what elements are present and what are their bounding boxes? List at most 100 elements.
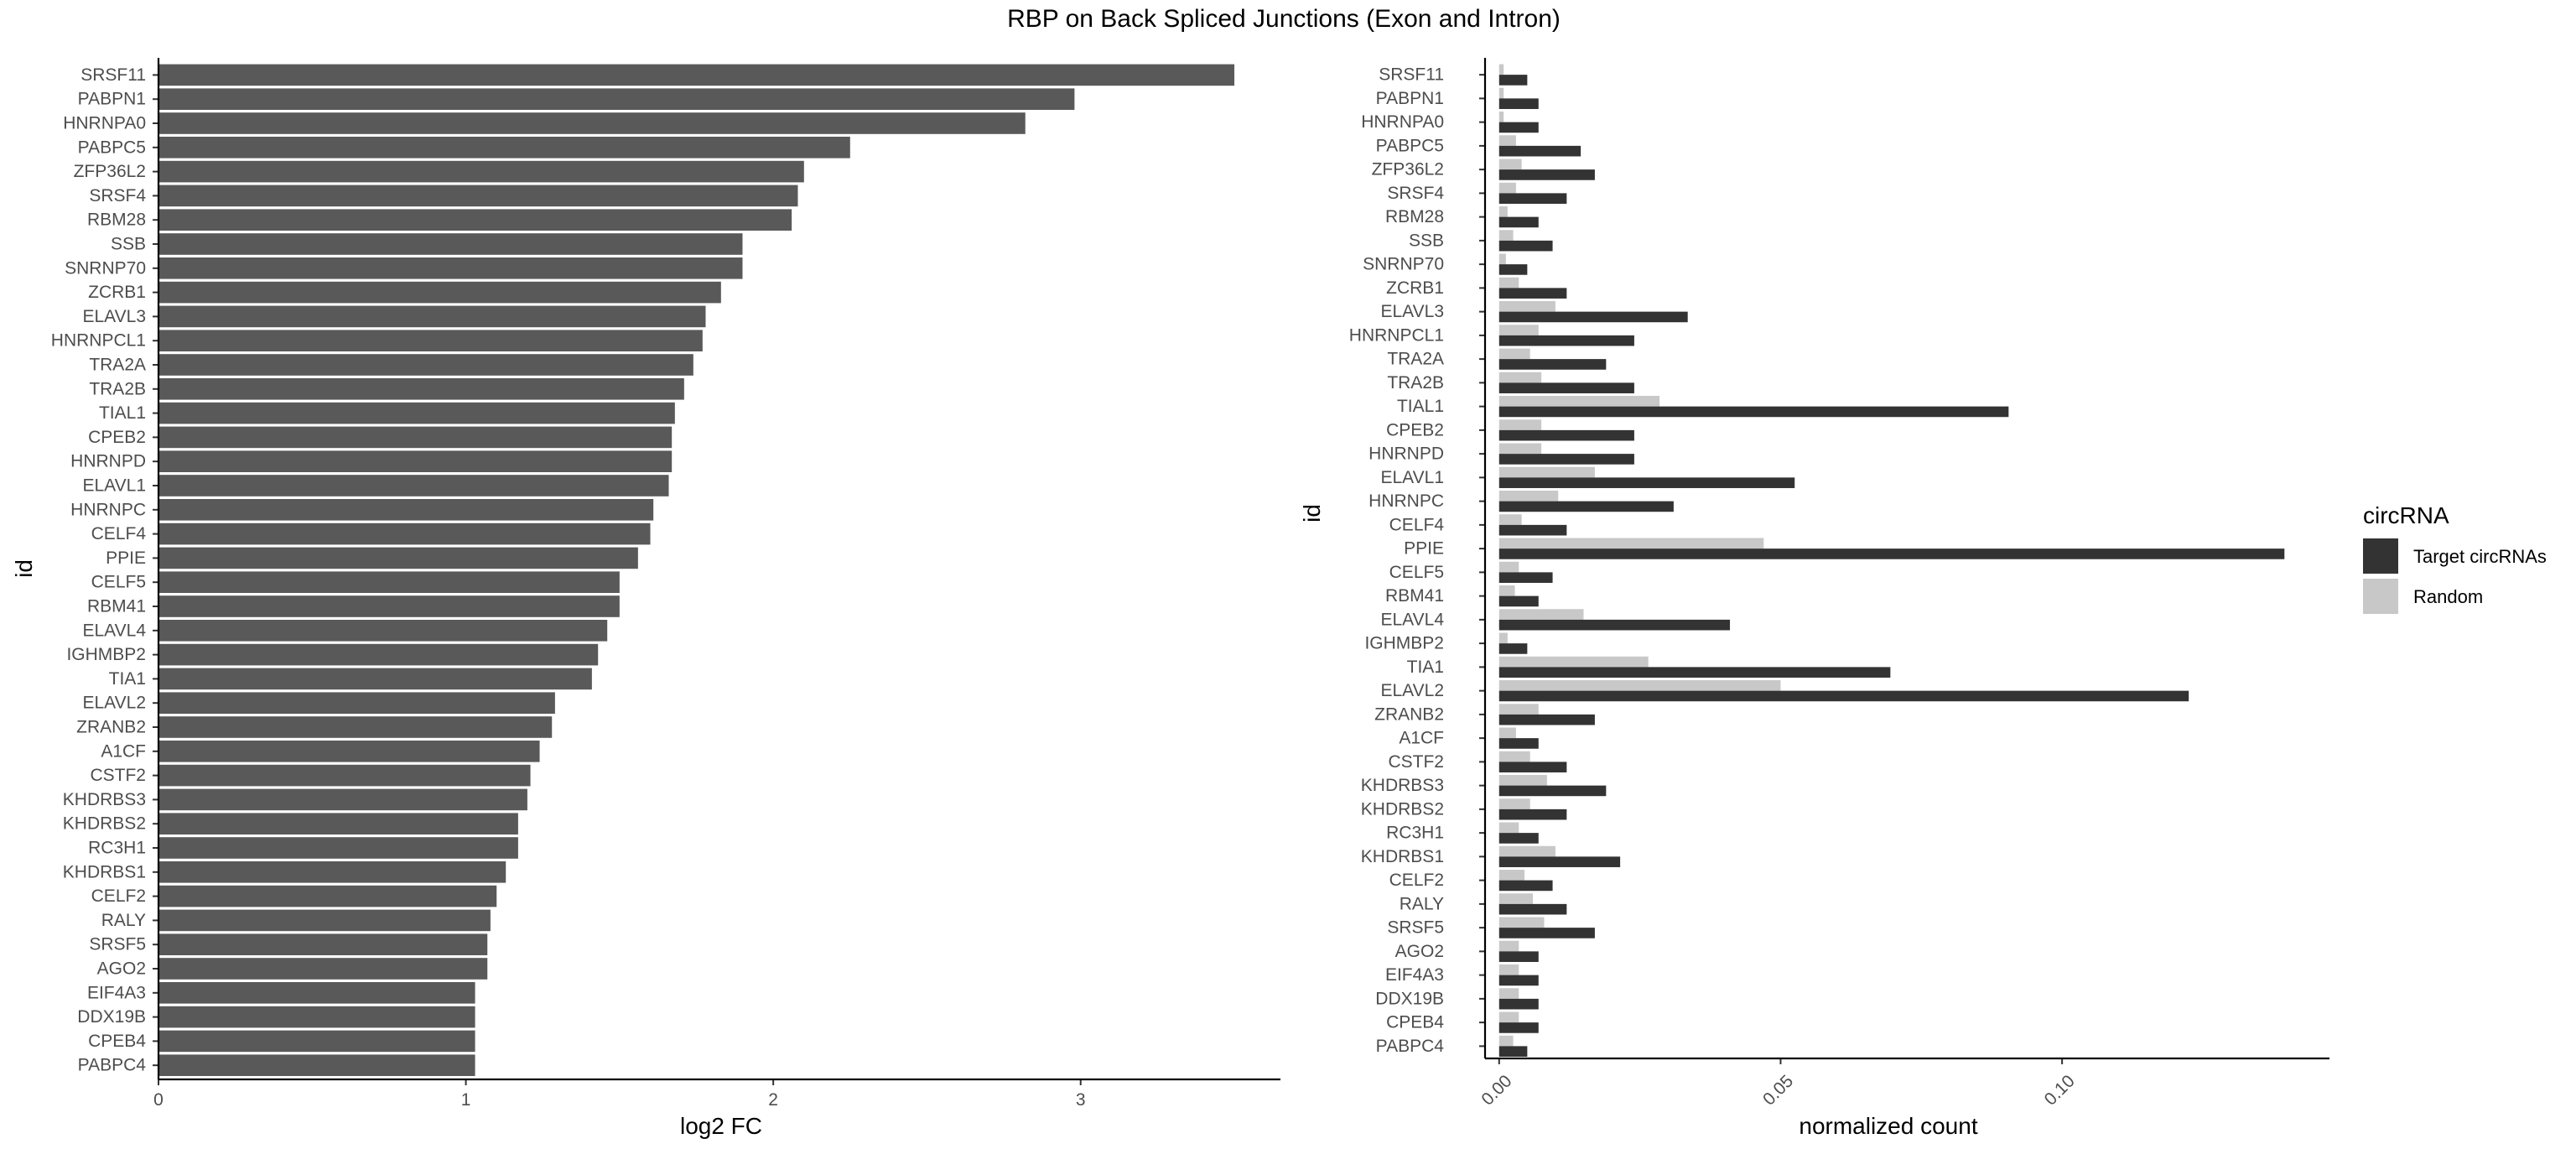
- log2fc-category-label: SRSF5: [89, 935, 146, 954]
- log2fc-bar: [158, 281, 721, 304]
- log2fc-bar: [158, 402, 675, 424]
- target-circrna-bar: [1498, 595, 1539, 607]
- random-bar: [1498, 632, 1508, 644]
- normalized-count-category-label: TIAL1: [1397, 397, 1444, 416]
- normalized-count-category-label: PABPC4: [1376, 1037, 1445, 1056]
- random-bar: [1498, 822, 1519, 834]
- target-circrna-bar: [1498, 549, 2285, 559]
- random-bar: [1498, 182, 1516, 194]
- target-circrna-bar: [1498, 524, 1567, 536]
- log2fc-category-label: AGO2: [97, 959, 146, 979]
- random-bar: [1498, 87, 1504, 99]
- log2fc-category-label: CELF4: [91, 524, 147, 543]
- normalized-count-category-label: ZCRB1: [1386, 278, 1444, 298]
- normalized-count-category-label: TRA2A: [1387, 350, 1444, 369]
- normalized-count-category-label: PPIE: [1404, 539, 1444, 559]
- log2fc-bar: [158, 837, 518, 859]
- log2fc-category-label: PABPC4: [78, 1056, 147, 1075]
- log2fc-category-label: CSTF2: [90, 766, 146, 785]
- target-circrna-bar: [1498, 667, 1891, 678]
- log2fc-category-label: HNRNPCL1: [51, 331, 146, 351]
- log2fc-bar: [158, 305, 706, 328]
- random-bar: [1498, 230, 1514, 241]
- random-bar: [1498, 1035, 1514, 1047]
- log2fc-bar: [158, 185, 798, 207]
- log2fc-category-label: ZRANB2: [76, 718, 146, 737]
- normalized-count-category-label: KHDRBS1: [1361, 847, 1444, 866]
- legend-title: circRNA: [2363, 502, 2449, 528]
- log2fc-y-ticks: [153, 74, 158, 1067]
- target-circrna-bar: [1498, 975, 1539, 986]
- log2fc-bar: [158, 1054, 475, 1076]
- log2fc-bar: [158, 523, 651, 545]
- log2fc-y-axis-title: id: [11, 559, 37, 578]
- normalized-count-panel: SRSF11 PABPN1 HNRNPA0 PABPC5 ZFP36L2 SRSF4 RBM…: [1299, 58, 2329, 1139]
- log2fc-category-label: ZFP36L2: [74, 162, 146, 181]
- random-bar: [1498, 775, 1547, 786]
- target-circrna-bar: [1498, 643, 1528, 654]
- normalized-count-category-label: ZRANB2: [1374, 704, 1444, 724]
- random-bar: [1498, 538, 1764, 549]
- log2fc-category-label: TIA1: [109, 669, 146, 689]
- log2fc-bar: [158, 909, 491, 932]
- log2fc-bar: [158, 499, 654, 521]
- normalized-count-category-label: PABPC5: [1376, 136, 1444, 155]
- normalized-count-y-ticks: [1479, 74, 1485, 1048]
- log2fc-category-label: ELAVL1: [83, 476, 147, 496]
- log2fc-category-label: HNRNPD: [70, 452, 146, 471]
- target-circrna-bar: [1498, 288, 1567, 299]
- normalized-count-category-labels: SRSF11 PABPN1 HNRNPA0 PABPC5 ZFP36L2 SRSF4 RBM…: [1349, 65, 1445, 1056]
- log2fc-category-label: TRA2A: [89, 356, 146, 375]
- log2fc-bar: [158, 354, 693, 376]
- target-circrna-bar: [1498, 928, 1595, 938]
- target-circrna-bar: [1498, 216, 1539, 228]
- log2fc-bar: [158, 741, 540, 762]
- log2fc-bar: [158, 378, 684, 400]
- random-bar: [1498, 491, 1559, 502]
- log2fc-bar: [158, 813, 518, 834]
- log2fc-category-label: PABPC5: [78, 138, 146, 157]
- log2fc-category-label: SNRNP70: [65, 258, 146, 278]
- target-circrna-bar: [1498, 738, 1539, 749]
- normalized-count-category-label: ELAVL2: [1381, 681, 1445, 700]
- log2fc-category-label: TRA2B: [89, 379, 146, 398]
- log2fc-bar: [158, 475, 669, 497]
- random-bar: [1498, 561, 1519, 573]
- normalized-count-category-label: SRSF4: [1387, 184, 1444, 203]
- random-bar: [1498, 514, 1522, 525]
- log2fc-category-label: CPEB2: [88, 428, 146, 447]
- log2fc-category-label: KHDRBS3: [63, 790, 146, 809]
- log2fc-category-label: SRSF11: [80, 65, 146, 85]
- legend-swatch-random: [2363, 579, 2398, 614]
- random-bar: [1498, 206, 1508, 217]
- log2fc-x-axis-title: log2 FC: [680, 1113, 762, 1139]
- random-bar: [1498, 159, 1522, 170]
- random-bar: [1498, 112, 1504, 122]
- target-circrna-bar: [1498, 619, 1731, 631]
- target-circrna-bar: [1498, 1022, 1539, 1033]
- random-bar: [1498, 893, 1534, 904]
- normalized-count-category-label: KHDRBS3: [1361, 776, 1444, 795]
- target-circrna-bar: [1498, 833, 1539, 844]
- normalized-count-category-label: AGO2: [1395, 942, 1444, 961]
- normalized-count-category-label: HNRNPCL1: [1349, 325, 1444, 345]
- log2fc-bar: [158, 982, 475, 1004]
- log2fc-category-label: HNRNPA0: [63, 114, 146, 133]
- normalized-count-category-label: ELAVL3: [1381, 302, 1445, 321]
- log2fc-category-label: KHDRBS1: [63, 862, 146, 881]
- random-bar: [1498, 845, 1555, 857]
- log2fc-category-label: CELF5: [91, 573, 146, 592]
- random-bar: [1498, 917, 1545, 928]
- log2fc-bar: [158, 885, 497, 907]
- normalized-count-category-label: RC3H1: [1386, 824, 1444, 843]
- random-bar: [1498, 704, 1539, 715]
- target-circrna-bar: [1498, 193, 1567, 204]
- log2fc-panel: SRSF11 PABPN1 HNRNPA0 PABPC5 ZFP36L2 SRSF4 RBM…: [11, 58, 1280, 1139]
- random-bar: [1498, 443, 1542, 455]
- random-bar: [1498, 940, 1519, 952]
- random-bar: [1498, 301, 1555, 312]
- target-circrna-bar: [1498, 335, 1634, 346]
- log2fc-category-label: CPEB4: [88, 1032, 146, 1051]
- log2fc-category-label: PABPN1: [78, 90, 146, 109]
